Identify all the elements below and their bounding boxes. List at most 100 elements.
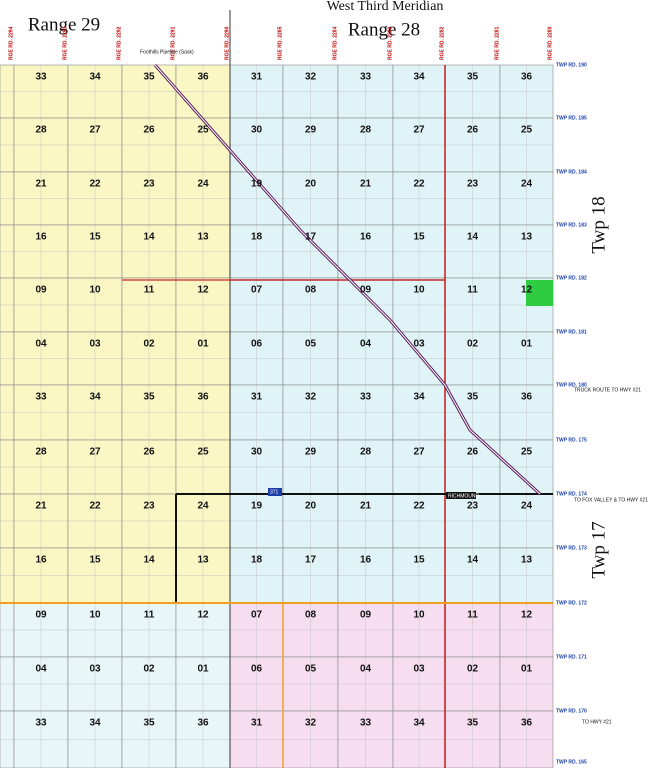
section-number: 33 bbox=[35, 392, 47, 403]
section-number: 24 bbox=[197, 501, 209, 512]
section-number: 35 bbox=[467, 72, 479, 83]
note: TO HWY #21 bbox=[582, 719, 612, 725]
section-number: 27 bbox=[89, 125, 101, 136]
section-number: 13 bbox=[521, 232, 533, 243]
section-number: 33 bbox=[35, 718, 47, 729]
township-road-label: TWP RD. 180 bbox=[556, 382, 587, 388]
township-road-label: TWP RD. 182 bbox=[556, 275, 587, 281]
section-number: 24 bbox=[521, 501, 533, 512]
section-number: 20 bbox=[305, 179, 317, 190]
section-number: 22 bbox=[89, 501, 101, 512]
section-number: 21 bbox=[360, 501, 372, 512]
section-number: 30 bbox=[251, 125, 263, 136]
section-number: 14 bbox=[467, 232, 479, 243]
section-number: 36 bbox=[197, 392, 209, 403]
section-number: 28 bbox=[360, 447, 372, 458]
section-number: 02 bbox=[467, 664, 479, 675]
section-number: 16 bbox=[360, 232, 372, 243]
township-label: Twp 17 bbox=[588, 521, 609, 578]
section-number: 28 bbox=[35, 125, 47, 136]
section-number: 36 bbox=[197, 718, 209, 729]
section-number: 02 bbox=[467, 339, 479, 350]
section-number: 24 bbox=[197, 179, 209, 190]
range-label: Range 28 bbox=[348, 19, 420, 40]
section-number: 04 bbox=[360, 664, 372, 675]
section-number: 32 bbox=[305, 718, 317, 729]
section-number: 27 bbox=[413, 447, 425, 458]
section-number: 10 bbox=[89, 610, 101, 621]
range-road-label: RGE RD. 2290 bbox=[224, 26, 230, 60]
section-number: 22 bbox=[89, 179, 101, 190]
section-number: 01 bbox=[197, 339, 209, 350]
range-road-label: RGE RD. 2282 bbox=[439, 26, 445, 60]
section-number: 16 bbox=[35, 555, 47, 566]
section-number: 17 bbox=[305, 555, 317, 566]
section-number: 33 bbox=[360, 72, 372, 83]
section-number: 04 bbox=[360, 339, 372, 350]
section-number: 26 bbox=[467, 447, 479, 458]
section-number: 30 bbox=[251, 447, 263, 458]
section-number: 05 bbox=[305, 664, 317, 675]
section-number: 09 bbox=[360, 285, 372, 296]
section-number: 03 bbox=[89, 339, 101, 350]
section-number: 08 bbox=[305, 610, 317, 621]
section-number: 11 bbox=[144, 610, 155, 621]
section-number: 33 bbox=[360, 392, 372, 403]
section-number: 06 bbox=[251, 664, 263, 675]
note: TRUCK ROUTE TO HWY #21 bbox=[574, 387, 641, 393]
township-road-label: TWP RD. 174 bbox=[556, 491, 587, 497]
town-label: RICHMOUND bbox=[448, 493, 479, 499]
section-number: 34 bbox=[413, 392, 425, 403]
section-number: 02 bbox=[143, 339, 155, 350]
section-number: 29 bbox=[305, 125, 317, 136]
section-number: 35 bbox=[143, 718, 155, 729]
township-road-label: TWP RD. 172 bbox=[556, 600, 587, 606]
section-number: 33 bbox=[35, 72, 47, 83]
section-number: 21 bbox=[35, 501, 47, 512]
section-number: 26 bbox=[143, 125, 155, 136]
township-road-label: TWP RD. 184 bbox=[556, 169, 587, 175]
section-number: 31 bbox=[251, 392, 263, 403]
section-number: 03 bbox=[413, 664, 425, 675]
township-road-label: TWP RD. 175 bbox=[556, 437, 587, 443]
section-number: 24 bbox=[521, 179, 533, 190]
section-number: 23 bbox=[143, 179, 155, 190]
section-number: 22 bbox=[413, 179, 425, 190]
section-number: 32 bbox=[305, 72, 317, 83]
range-road-label: RGE RD. 2293 bbox=[62, 26, 68, 60]
section-number: 21 bbox=[360, 179, 372, 190]
section-number: 31 bbox=[251, 718, 263, 729]
section-number: 34 bbox=[413, 718, 425, 729]
section-number: 17 bbox=[305, 232, 317, 243]
range-road-label: RGE RD. 2280 bbox=[547, 26, 553, 60]
section-number: 36 bbox=[521, 392, 533, 403]
section-number: 15 bbox=[413, 555, 425, 566]
section-number: 10 bbox=[89, 285, 101, 296]
section-number: 09 bbox=[35, 285, 47, 296]
range-road-label: RGE RD. 2291 bbox=[170, 26, 176, 60]
section-number: 01 bbox=[197, 664, 209, 675]
section-number: 12 bbox=[197, 285, 209, 296]
section-number: 07 bbox=[251, 610, 263, 621]
section-number: 35 bbox=[467, 392, 479, 403]
section-number: 28 bbox=[35, 447, 47, 458]
section-number: 09 bbox=[360, 610, 372, 621]
section-number: 13 bbox=[197, 232, 209, 243]
section-number: 05 bbox=[305, 339, 317, 350]
section-number: 14 bbox=[143, 232, 155, 243]
section-number: 02 bbox=[143, 664, 155, 675]
meridian-title: West Third Meridian bbox=[327, 0, 444, 14]
section-number: 11 bbox=[467, 285, 478, 296]
section-number: 34 bbox=[89, 392, 101, 403]
section-number: 14 bbox=[143, 555, 155, 566]
section-number: 19 bbox=[251, 501, 263, 512]
section-number: 13 bbox=[521, 555, 533, 566]
section-number: 32 bbox=[305, 392, 317, 403]
section-number: 23 bbox=[467, 179, 479, 190]
section-number: 27 bbox=[413, 125, 425, 136]
township-road-label: TWP RD. 185 bbox=[556, 115, 587, 121]
section-number: 34 bbox=[89, 718, 101, 729]
section-number: 25 bbox=[197, 125, 209, 136]
section-number: 21 bbox=[35, 179, 47, 190]
